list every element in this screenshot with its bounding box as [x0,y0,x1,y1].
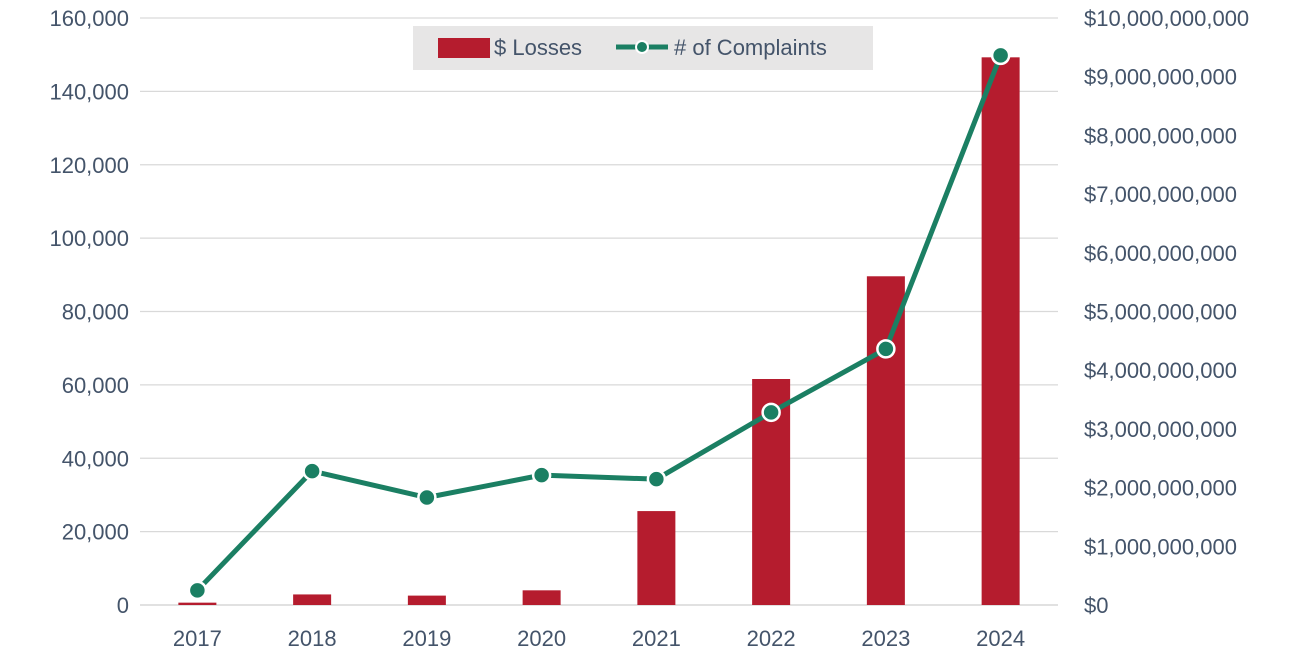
complaints-point [531,465,552,485]
x-tick-label: 2021 [632,626,681,651]
right-axis-ticks: $0 $1,000,000,000 $2,000,000,000 $3,000,000… [1084,6,1249,618]
right-tick-label: $5,000,000,000 [1084,300,1237,325]
legend-swatch-losses [438,38,490,58]
gridlines [140,17,1058,606]
left-tick-label: 140,000 [49,79,129,104]
bar-losses [178,602,217,605]
complaints-point [876,339,896,359]
left-tick-label: 80,000 [62,300,129,325]
bar-losses [407,595,446,605]
bar-losses [522,590,561,605]
complaints-point [646,469,667,489]
right-tick-label: $6,000,000,000 [1084,241,1237,266]
legend-swatch-complaints-marker [635,40,649,54]
legend-label-complaints: # of Complaints [674,35,827,60]
bar-losses [981,57,1020,606]
right-tick-label: $7,000,000,000 [1084,182,1237,207]
complaints-point [187,580,208,601]
x-tick-label: 2019 [402,626,451,651]
left-tick-label: 100,000 [49,226,129,251]
left-tick-label: 160,000 [49,6,129,31]
x-tick-label: 2018 [288,626,337,651]
complaints-line [187,45,1011,601]
right-tick-label: $1,000,000,000 [1084,534,1237,559]
left-tick-label: 60,000 [62,373,129,398]
left-tick-label: 40,000 [62,446,129,471]
bar-losses [637,511,676,605]
right-tick-label: $9,000,000,000 [1084,65,1237,90]
x-tick-label: 2023 [861,626,910,651]
losses-bars [178,57,1020,606]
right-tick-label: $8,000,000,000 [1084,123,1237,148]
left-tick-label: 0 [117,593,129,618]
complaints-series-line [194,52,1004,593]
legend-label-losses: $ Losses [494,35,582,60]
right-tick-label: $2,000,000,000 [1084,476,1237,501]
x-tick-label: 2024 [976,626,1025,651]
right-tick-label: $4,000,000,000 [1084,358,1237,383]
left-tick-label: 120,000 [49,153,129,178]
complaints-point [990,45,1011,66]
x-tick-label: 2017 [173,626,222,651]
complaints-point [761,402,781,423]
legend: $ Losses # of Complaints [413,26,873,70]
complaints-point [302,461,322,481]
x-tick-label: 2022 [747,626,796,651]
right-tick-label: $3,000,000,000 [1084,417,1237,442]
bar-losses [293,594,332,605]
x-tick-label: 2020 [517,626,566,651]
bar-losses [866,276,905,605]
right-tick-label: $10,000,000,000 [1084,6,1249,31]
right-tick-label: $0 [1084,593,1108,618]
complaints-point [417,487,437,508]
x-axis-ticks: 2017 2018 2019 2020 2021 2022 2023 2024 [173,626,1025,651]
left-tick-label: 20,000 [62,520,129,545]
left-axis-ticks: 0 20,000 40,000 60,000 80,000 100,000 120,000 1… [49,6,129,618]
